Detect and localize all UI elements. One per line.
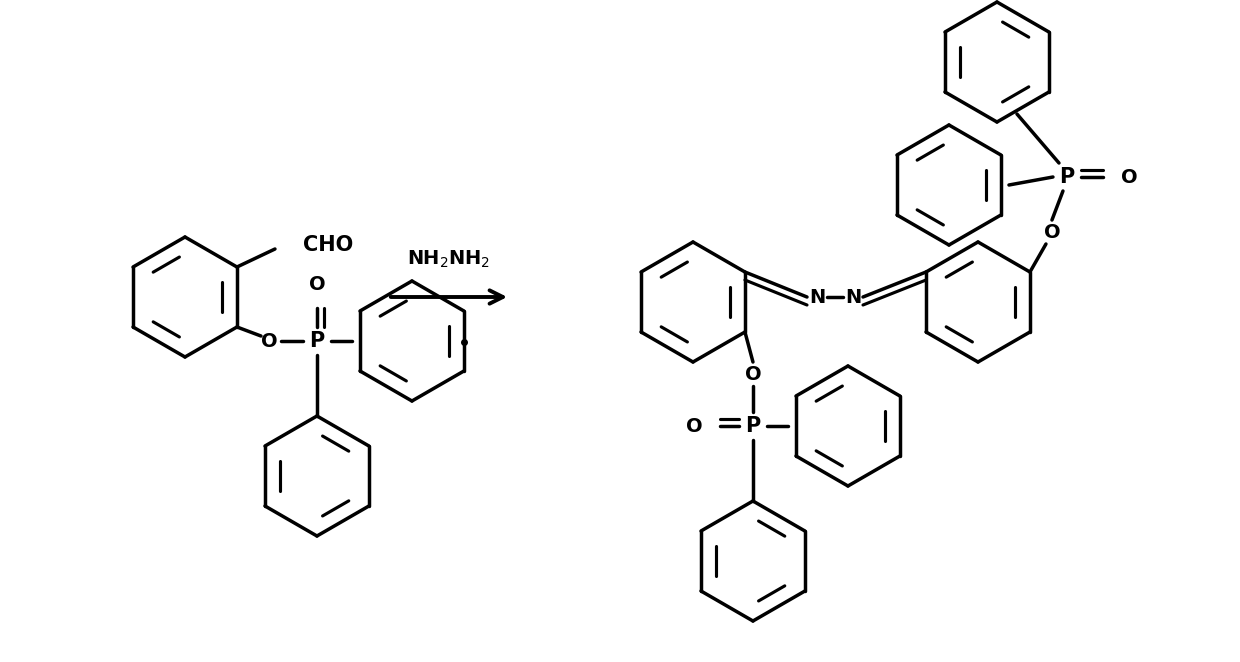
Text: P: P	[745, 416, 760, 436]
Text: O: O	[686, 416, 702, 436]
Text: O: O	[309, 275, 325, 293]
Text: N: N	[808, 287, 825, 307]
Text: P: P	[1059, 167, 1075, 187]
Text: P: P	[309, 331, 325, 351]
Text: CHO: CHO	[303, 235, 353, 255]
Text: N: N	[844, 287, 861, 307]
Text: O: O	[745, 365, 761, 383]
Text: O: O	[260, 332, 278, 350]
Text: NH$_2$NH$_2$: NH$_2$NH$_2$	[408, 248, 491, 269]
Text: O: O	[1044, 222, 1060, 242]
Text: O: O	[1121, 167, 1137, 187]
